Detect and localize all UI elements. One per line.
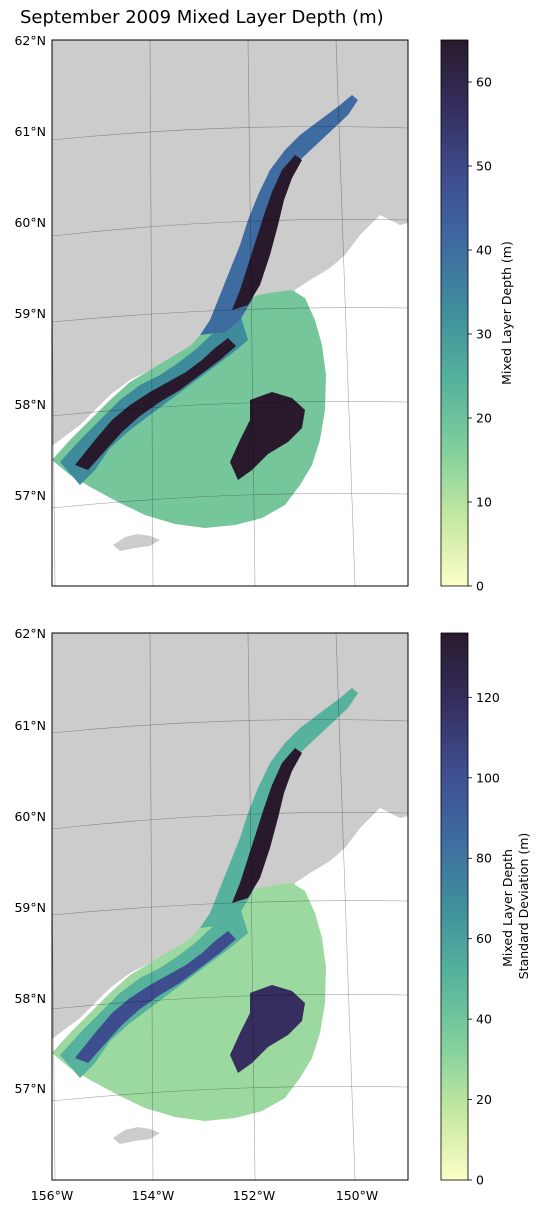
island-tiny [368, 795, 390, 807]
lon-label: 150°W [336, 1188, 378, 1203]
colorbar-tick-label: 20 [476, 1092, 492, 1107]
colorbar-tick-label: 60 [476, 75, 492, 90]
lat-label: 58°N [14, 991, 46, 1006]
map-frame [51, 632, 409, 1181]
lat-label: 57°N [14, 1081, 46, 1096]
colorbar-tick-label: 30 [476, 327, 492, 342]
map-panel-mld [51, 39, 409, 587]
ocean-outer [52, 290, 326, 528]
colorbar-label-line: Mixed Layer Depth (m) [499, 241, 514, 385]
colorbar-tick-label: 80 [476, 851, 492, 866]
shelikof-strait [75, 931, 236, 1063]
shelikof-strait [75, 338, 236, 470]
cook-inlet-deep [232, 155, 302, 310]
lat-label: 57°N [14, 488, 46, 503]
colorbar-tick-label: 100 [476, 770, 500, 785]
lat-label: 61°N [14, 718, 46, 733]
colorbar-std: 0 20 40 60 80 100 120 Mixed Layer Depth Standa… [440, 632, 531, 1188]
colorbar-label-line: Standard Deviation (m) [516, 833, 531, 980]
figure-title: September 2009 Mixed Layer Depth (m) [20, 7, 384, 28]
colorbar-label: Mixed Layer Depth Standard Deviation (m) [500, 833, 531, 980]
ocean-outer [52, 883, 326, 1121]
ocean-core [230, 392, 305, 480]
map-frame [51, 39, 409, 587]
colorbar-tick-label: 50 [476, 159, 492, 174]
colorbar-tick-label: 60 [476, 931, 492, 946]
colorbar-tick-label: 40 [476, 1012, 492, 1027]
colorbar-label-line: Mixed Layer Depth [500, 849, 515, 967]
colorbar-tick-label: 120 [476, 690, 500, 705]
colorbar-tick-label: 0 [476, 1173, 484, 1188]
map-panel-std [51, 632, 409, 1181]
cook-inlet-deep [232, 748, 302, 903]
graticule [52, 633, 408, 1180]
lat-label: 61°N [14, 124, 46, 139]
latitude-labels-top: 62°N 61°N 60°N 59°N 58°N 57°N [14, 33, 46, 503]
lat-label: 59°N [14, 900, 46, 915]
ocean-core [230, 985, 305, 1073]
lat-label: 60°N [14, 215, 46, 230]
lon-label: 154°W [132, 1188, 174, 1203]
longitude-labels: 156°W 154°W 152°W 150°W [31, 1188, 378, 1203]
colorbar-tick-label: 40 [476, 243, 492, 258]
colorbar-gradient [440, 39, 469, 587]
colorbar-gradient [440, 632, 469, 1181]
lat-label: 59°N [14, 306, 46, 321]
lat-label: 58°N [14, 397, 46, 412]
colorbar-label: Mixed Layer Depth (m) [499, 241, 514, 385]
island-small [113, 534, 160, 551]
latitude-labels-bottom: 62°N 61°N 60°N 59°N 58°N 57°N [14, 626, 46, 1096]
colorbar-tick-label: 0 [476, 579, 484, 594]
lat-label: 60°N [14, 809, 46, 824]
colorbar-tick-label: 10 [476, 495, 492, 510]
island-tiny [368, 202, 390, 214]
colorbar-mld: 0 10 20 30 40 50 60 Mixed Layer Depth (m) [440, 39, 514, 594]
colorbar-tick-label: 20 [476, 411, 492, 426]
lon-label: 152°W [233, 1188, 275, 1203]
lat-label: 62°N [14, 33, 46, 48]
lon-label: 156°W [31, 1188, 73, 1203]
lat-label: 62°N [14, 626, 46, 641]
graticule [52, 40, 408, 586]
island-small [113, 1127, 160, 1144]
